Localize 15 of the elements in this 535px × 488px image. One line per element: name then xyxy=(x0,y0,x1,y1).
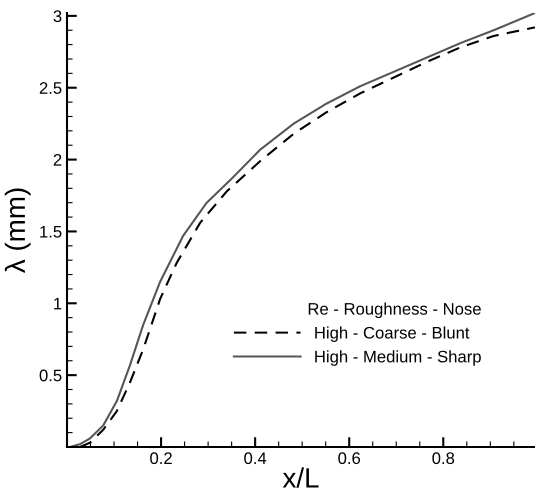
y-tick-label: 2 xyxy=(54,154,62,166)
x-tick-label: 0.8 xyxy=(432,452,454,464)
y-tick-label: 1.5 xyxy=(40,226,62,238)
y-tick-label: 3 xyxy=(54,10,62,22)
legend-label: High - Coarse - Blunt xyxy=(315,326,470,342)
y-tick-label: 1 xyxy=(54,298,62,310)
y-tick-label: 2.5 xyxy=(40,82,62,94)
y-tick-label: 0.5 xyxy=(40,370,62,382)
y-axis-title: λ (mm) xyxy=(4,188,31,273)
x-tick-label: 0.6 xyxy=(338,452,360,464)
x-tick-label: 0.4 xyxy=(244,452,266,464)
legend-title: Re - Roughness - Nose xyxy=(308,302,481,318)
x-tick-label: 0.2 xyxy=(150,452,172,464)
legend-label: High - Medium - Sharp xyxy=(315,350,481,366)
x-axis-title: x/L xyxy=(282,467,319,488)
